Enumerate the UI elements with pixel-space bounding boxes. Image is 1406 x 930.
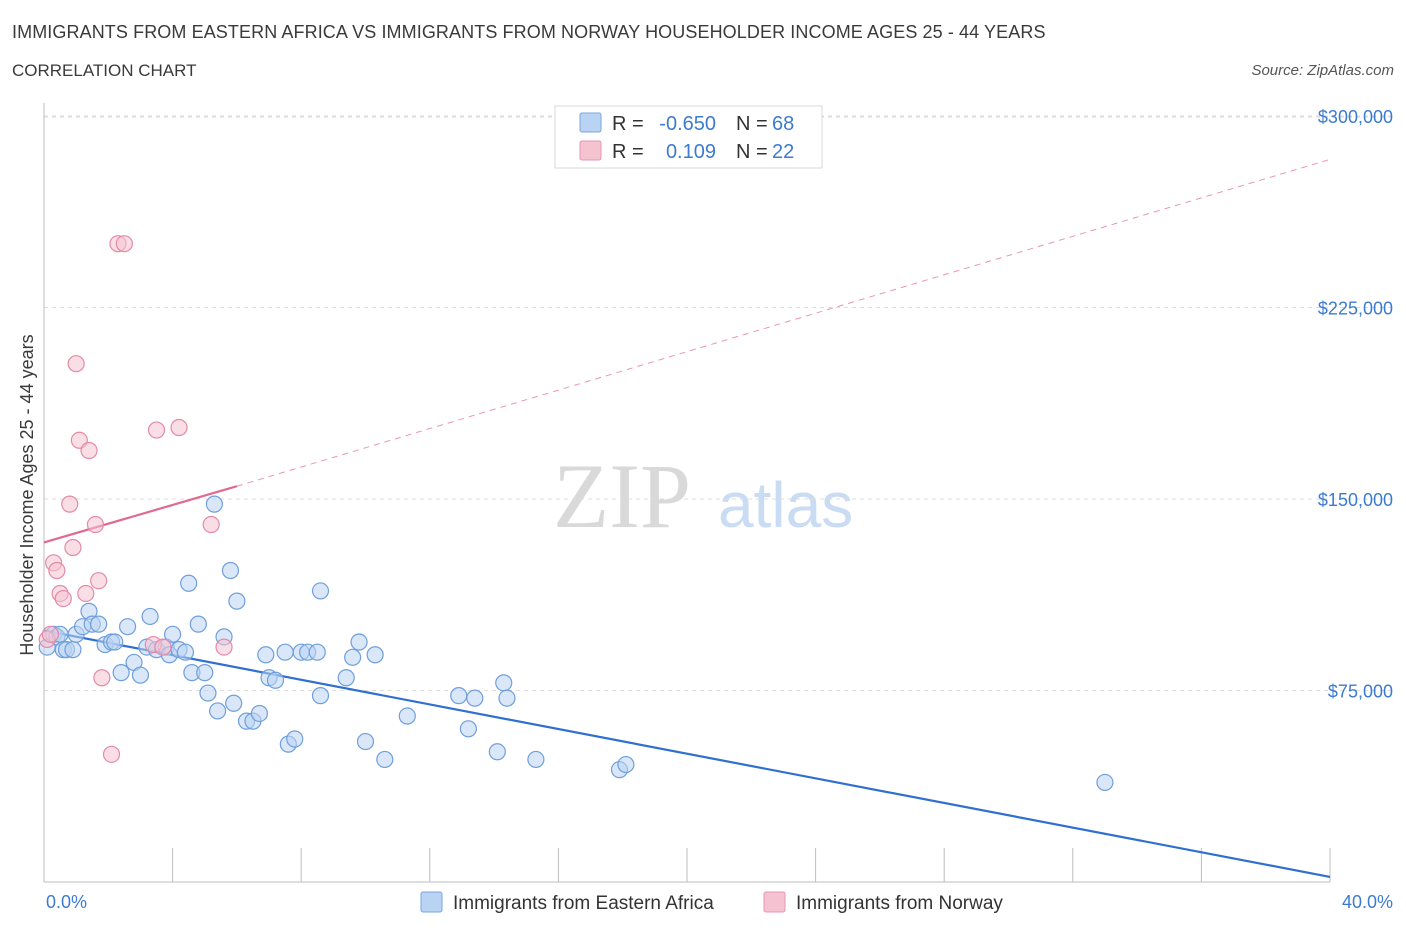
point-eastern-africa-29 (189, 615, 207, 633)
stats-r-value-blue: -0.650 (659, 113, 716, 135)
legend-label-eastern-africa: Immigrants from Eastern Africa (453, 893, 714, 914)
point-eastern-africa-30 (196, 664, 214, 682)
point-eastern-africa-67 (617, 755, 635, 774)
point-eastern-africa-36 (225, 694, 243, 712)
point-norway-17 (115, 235, 133, 253)
point-eastern-africa-68 (1096, 773, 1114, 792)
stats-n-label-pink: N = (736, 141, 768, 163)
point-eastern-africa-46 (286, 730, 304, 748)
point-eastern-africa-11 (90, 615, 108, 633)
point-norway-6 (61, 495, 79, 513)
point-norway-19 (147, 421, 166, 439)
stats-legend-swatch-blue (579, 112, 602, 133)
stats-legend-swatch-pink (579, 140, 602, 161)
point-eastern-africa-44 (276, 643, 294, 661)
point-norway-8 (67, 355, 85, 373)
point-eastern-africa-61 (466, 689, 484, 707)
point-eastern-africa-37 (228, 592, 246, 610)
point-eastern-africa-33 (209, 702, 227, 720)
trend-line-norway (43, 485, 238, 544)
stats-r-label-blue: R = (612, 113, 644, 135)
point-norway-3 (48, 561, 66, 580)
watermark-atlas: atlas (718, 469, 853, 541)
stats-n-value-pink: 22 (772, 141, 794, 163)
point-norway-22 (202, 515, 220, 534)
watermark-zip: ZIP (553, 445, 691, 547)
point-norway-13 (90, 572, 108, 590)
point-eastern-africa-55 (356, 732, 375, 751)
bottom-legend: Immigrants from Eastern Africa Immigrant… (420, 891, 1003, 914)
point-norway-15 (102, 745, 121, 763)
trend-line-eastern-africa (43, 629, 1331, 878)
point-eastern-africa-35 (221, 561, 240, 580)
point-norway-11 (80, 441, 98, 460)
data-points (38, 235, 1114, 792)
grid-lines (44, 115, 1392, 691)
point-norway-10 (77, 584, 95, 603)
point-norway-14 (93, 669, 111, 687)
legend-swatch-norway (763, 891, 786, 913)
y-axis-title: Householder Income Ages 25 - 44 years (17, 334, 37, 655)
point-norway-7 (64, 538, 82, 557)
point-eastern-africa-62 (488, 743, 506, 761)
point-eastern-africa-26 (176, 643, 195, 661)
point-eastern-africa-59 (450, 687, 468, 705)
trend-lines (43, 158, 1331, 878)
tick-labels: $75,000 $150,000 $225,000 $300,000 0.0% 40.0% (46, 107, 1393, 912)
point-eastern-africa-32 (205, 495, 223, 513)
point-eastern-africa-51 (311, 687, 330, 705)
point-norway-1 (41, 625, 60, 643)
point-eastern-africa-6 (64, 641, 82, 659)
stats-n-label-blue: N = (736, 113, 768, 135)
point-eastern-africa-16 (118, 618, 137, 636)
point-eastern-africa-57 (376, 750, 394, 769)
point-eastern-africa-31 (199, 684, 217, 702)
point-eastern-africa-24 (164, 625, 182, 643)
source-note: Source: ZipAtlas.com (1251, 62, 1394, 79)
point-eastern-africa-53 (344, 648, 362, 666)
point-eastern-africa-27 (180, 574, 198, 592)
point-eastern-africa-52 (337, 669, 355, 687)
point-eastern-africa-63 (495, 674, 513, 692)
point-eastern-africa-43 (266, 671, 285, 689)
stats-n-value-blue: 68 (772, 113, 794, 135)
chart-subtitle: CORRELATION CHART (12, 61, 197, 80)
stats-legend: R = -0.650 N = 68 R = 0.109 N = 22 (554, 105, 823, 169)
chart-title: IMMIGRANTS FROM EASTERN AFRICA VS IMMIGR… (12, 22, 1046, 42)
stats-r-value-pink: 0.109 (666, 141, 716, 163)
point-eastern-africa-49 (308, 643, 326, 661)
y-tick-label-1: $150,000 (1318, 490, 1393, 510)
point-norway-23 (215, 638, 233, 656)
y-tick-label-3: $300,000 (1318, 107, 1393, 127)
point-norway-5 (54, 589, 72, 608)
point-norway-20 (154, 638, 172, 656)
point-eastern-africa-40 (250, 704, 269, 723)
point-eastern-africa-54 (350, 633, 368, 651)
point-eastern-africa-56 (366, 646, 384, 664)
y-tick-label-0: $75,000 (1328, 682, 1393, 702)
trend-line-extension-1 (236, 158, 1331, 487)
point-eastern-africa-20 (141, 607, 159, 626)
point-norway-21 (170, 418, 188, 437)
point-eastern-africa-65 (527, 750, 545, 769)
legend-label-norway: Immigrants from Norway (796, 893, 1003, 914)
point-eastern-africa-50 (311, 582, 330, 600)
stats-r-label-pink: R = (612, 141, 644, 163)
legend-swatch-eastern-africa (420, 891, 443, 913)
point-eastern-africa-41 (257, 646, 275, 664)
point-eastern-africa-60 (459, 720, 477, 738)
point-eastern-africa-15 (112, 664, 130, 682)
x-tick-label-min: 0.0% (46, 892, 87, 912)
point-norway-12 (86, 515, 105, 534)
point-eastern-africa-14 (106, 633, 124, 651)
y-tick-label-2: $225,000 (1318, 299, 1393, 319)
x-tick-label-max: 40.0% (1342, 892, 1393, 912)
point-eastern-africa-58 (398, 707, 416, 725)
point-eastern-africa-18 (131, 666, 150, 684)
point-eastern-africa-64 (498, 689, 516, 707)
